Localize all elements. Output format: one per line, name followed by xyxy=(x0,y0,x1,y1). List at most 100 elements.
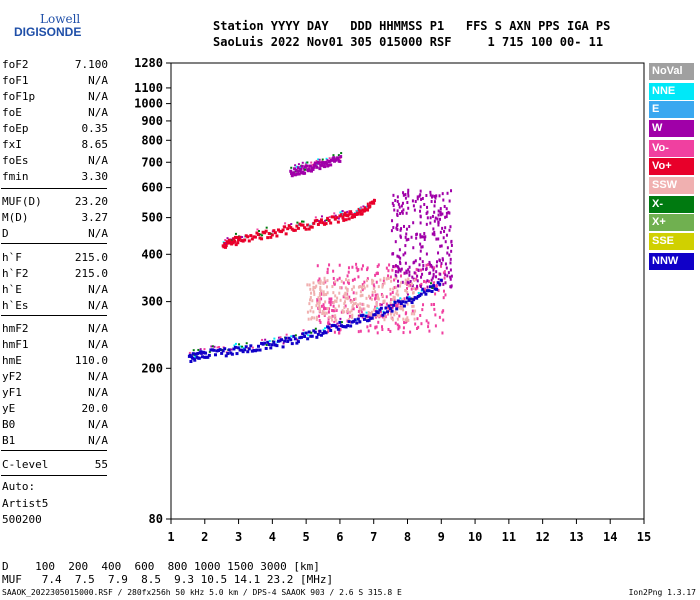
scatter-point xyxy=(425,193,428,197)
scatter-point xyxy=(433,307,436,311)
trace-point xyxy=(315,218,319,222)
trace-point xyxy=(355,321,359,325)
trace-point xyxy=(304,168,307,171)
scatter-point xyxy=(372,308,375,312)
trace-point xyxy=(309,225,313,229)
trace-point xyxy=(341,324,345,328)
param-row-0: foF2 7.100 xyxy=(2,58,108,74)
scatter-point xyxy=(326,267,329,271)
trace-point xyxy=(357,314,360,317)
scatter-point xyxy=(363,286,366,290)
trace-point xyxy=(299,167,303,171)
trace-point xyxy=(296,166,300,170)
trace-point xyxy=(240,239,244,243)
scatter-point xyxy=(431,276,434,280)
scatter-point xyxy=(388,263,391,267)
scatter-point xyxy=(366,277,369,281)
param-value: N/A xyxy=(88,370,108,383)
trace-point xyxy=(294,334,297,337)
scatter-point xyxy=(419,189,422,193)
trace-point xyxy=(321,158,324,161)
trace-point xyxy=(224,354,228,358)
trace-point xyxy=(188,353,192,357)
legend-item-nne-1: NNE xyxy=(649,83,694,100)
trace-point xyxy=(342,218,346,222)
scatter-point xyxy=(406,287,409,291)
trace-point xyxy=(336,322,339,325)
trace-point xyxy=(294,168,298,172)
scatter-point xyxy=(431,232,434,236)
trace-point xyxy=(300,164,304,168)
scatter-point xyxy=(448,253,451,257)
trace-point xyxy=(431,286,434,289)
scatter-point xyxy=(419,235,422,239)
trace-point xyxy=(296,169,300,173)
trace-point xyxy=(237,346,241,350)
scatter-point xyxy=(393,278,396,282)
trace-point xyxy=(392,303,396,307)
trace-point xyxy=(438,282,442,286)
scatter-point xyxy=(416,284,419,288)
scatter-point xyxy=(441,212,444,216)
trace-point xyxy=(303,335,307,339)
trace-point xyxy=(341,216,345,220)
scatter-point xyxy=(323,311,326,315)
scatter-point xyxy=(396,305,399,309)
scatter-point xyxy=(442,236,445,240)
scatter-point xyxy=(437,209,440,213)
scatter-point xyxy=(400,204,403,208)
scatter-point xyxy=(405,311,408,315)
scatter-point xyxy=(450,284,453,288)
scatter-point xyxy=(414,309,417,313)
trace-point xyxy=(387,304,391,308)
scatter-point xyxy=(397,255,400,259)
scatter-point xyxy=(312,288,315,292)
trace-point xyxy=(395,307,399,311)
scatter-point xyxy=(412,221,415,225)
trace-point xyxy=(334,214,337,217)
trace-point xyxy=(221,349,225,353)
scatter-point xyxy=(409,279,412,283)
scatter-point xyxy=(391,298,394,302)
scatter-point xyxy=(419,209,422,213)
trace-point xyxy=(332,156,336,160)
scatter-point xyxy=(408,225,411,229)
scatter-point xyxy=(318,314,321,318)
trace-point xyxy=(419,292,423,296)
trace-point xyxy=(241,236,244,239)
trace-point xyxy=(373,313,377,317)
scatter-point xyxy=(394,199,397,203)
scatter-point xyxy=(318,277,321,281)
trace-point xyxy=(433,281,436,284)
scatter-point xyxy=(344,304,347,308)
scatter-point xyxy=(319,287,322,291)
scatter-point xyxy=(396,209,399,213)
scatter-point xyxy=(442,289,445,293)
trace-point xyxy=(300,223,303,227)
scatter-point xyxy=(396,323,399,327)
scatter-point xyxy=(394,273,397,277)
scatter-point xyxy=(367,304,370,308)
scatter-point xyxy=(379,303,382,307)
scatter-point xyxy=(446,274,449,278)
scatter-point xyxy=(393,265,396,269)
trace-point xyxy=(333,212,336,215)
scatter-point xyxy=(324,300,327,304)
scatter-point xyxy=(402,308,405,312)
trace-point xyxy=(258,236,262,240)
scatter-point xyxy=(419,285,422,289)
trace-point xyxy=(244,234,248,238)
scatter-point xyxy=(399,212,402,216)
trace-point xyxy=(264,338,267,341)
param-key: foEs xyxy=(2,154,29,167)
trace-point xyxy=(360,212,364,216)
scatter-point xyxy=(396,317,399,321)
trace-point xyxy=(407,298,411,302)
trace-point xyxy=(238,348,242,352)
scatter-point xyxy=(334,294,337,298)
scatter-point xyxy=(380,314,383,318)
trace-point xyxy=(347,320,351,324)
trace-point xyxy=(212,348,216,352)
scatter-point xyxy=(398,260,401,264)
trace-point xyxy=(360,311,363,314)
